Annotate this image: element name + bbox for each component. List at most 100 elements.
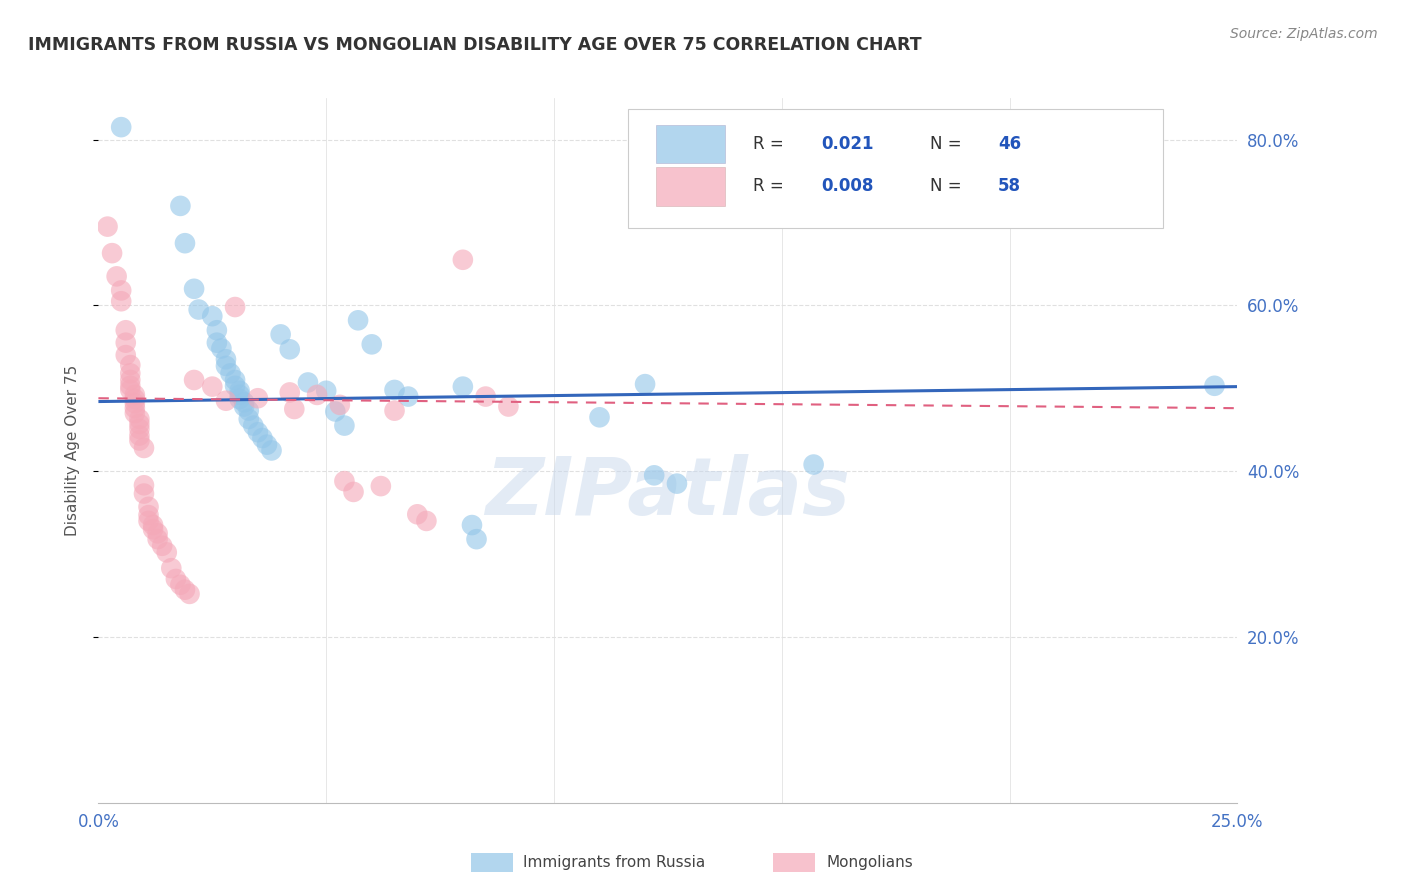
Text: 58: 58 bbox=[998, 178, 1021, 195]
Point bbox=[120, 383, 142, 397]
Point bbox=[347, 313, 370, 327]
Text: ZIPatlas: ZIPatlas bbox=[485, 454, 851, 532]
Point bbox=[215, 393, 238, 408]
Point bbox=[124, 406, 146, 420]
Point bbox=[105, 269, 128, 284]
Point bbox=[101, 246, 124, 260]
Point bbox=[114, 348, 136, 362]
Point bbox=[146, 526, 169, 541]
Point bbox=[110, 284, 132, 298]
Point bbox=[110, 294, 132, 309]
Point bbox=[142, 522, 165, 536]
Point bbox=[169, 578, 191, 592]
Point bbox=[128, 417, 150, 431]
Point bbox=[120, 379, 142, 393]
Point bbox=[128, 434, 150, 448]
Point bbox=[246, 425, 269, 440]
Point bbox=[114, 323, 136, 337]
Point bbox=[406, 508, 429, 522]
Point bbox=[110, 120, 132, 135]
Text: R =: R = bbox=[754, 178, 789, 195]
Point bbox=[224, 373, 246, 387]
Point bbox=[370, 479, 392, 493]
Point bbox=[224, 300, 246, 314]
Point bbox=[209, 342, 232, 356]
Point bbox=[205, 335, 228, 350]
Point bbox=[270, 327, 292, 342]
Point bbox=[803, 458, 825, 472]
Point bbox=[307, 388, 329, 402]
Y-axis label: Disability Age Over 75: Disability Age Over 75 bbox=[65, 365, 80, 536]
Point bbox=[323, 404, 346, 418]
Point bbox=[128, 422, 150, 436]
Point bbox=[132, 486, 155, 500]
Point bbox=[451, 379, 474, 393]
Text: 46: 46 bbox=[998, 135, 1021, 153]
Point bbox=[465, 532, 488, 546]
Point bbox=[183, 282, 205, 296]
Text: N =: N = bbox=[929, 135, 967, 153]
Point bbox=[246, 391, 269, 405]
Point bbox=[384, 403, 406, 417]
Point bbox=[233, 395, 256, 409]
Point bbox=[451, 252, 474, 267]
Point bbox=[219, 367, 242, 381]
Point bbox=[124, 388, 146, 402]
Point bbox=[146, 532, 169, 546]
Point bbox=[96, 219, 118, 234]
Point bbox=[132, 478, 155, 492]
Point bbox=[124, 396, 146, 410]
Point bbox=[156, 545, 179, 559]
Point bbox=[142, 518, 165, 533]
Point bbox=[138, 514, 160, 528]
Point bbox=[297, 376, 319, 390]
Point bbox=[187, 302, 209, 317]
Point bbox=[128, 428, 150, 442]
Text: Immigrants from Russia: Immigrants from Russia bbox=[523, 855, 706, 870]
Point bbox=[169, 199, 191, 213]
Text: 0.021: 0.021 bbox=[821, 135, 875, 153]
Point bbox=[165, 572, 187, 586]
Point bbox=[665, 476, 688, 491]
Point bbox=[228, 388, 250, 402]
Point bbox=[315, 384, 337, 398]
Text: N =: N = bbox=[929, 178, 967, 195]
Point bbox=[498, 400, 520, 414]
Bar bbox=[657, 167, 725, 205]
Point bbox=[278, 343, 301, 357]
Point bbox=[224, 379, 246, 393]
Point bbox=[360, 337, 382, 351]
Point bbox=[252, 431, 274, 445]
Point bbox=[120, 367, 142, 381]
Point bbox=[120, 373, 142, 387]
Point bbox=[278, 385, 301, 400]
Point bbox=[138, 500, 160, 514]
Point bbox=[283, 402, 305, 417]
Point bbox=[256, 437, 278, 451]
Point bbox=[132, 441, 155, 455]
Point bbox=[183, 373, 205, 387]
Point bbox=[215, 359, 238, 373]
Point bbox=[228, 392, 250, 406]
Point bbox=[342, 484, 364, 499]
Point bbox=[205, 323, 228, 337]
Point bbox=[201, 379, 224, 393]
Point bbox=[588, 410, 610, 425]
Bar bbox=[657, 125, 725, 163]
Point bbox=[333, 474, 356, 488]
Point bbox=[150, 539, 173, 553]
Point bbox=[634, 377, 657, 392]
Point bbox=[233, 400, 256, 414]
Point bbox=[260, 443, 283, 458]
Text: Mongolians: Mongolians bbox=[827, 855, 914, 870]
Point bbox=[160, 561, 183, 575]
Point bbox=[384, 383, 406, 397]
FancyBboxPatch shape bbox=[628, 109, 1163, 228]
Text: IMMIGRANTS FROM RUSSIA VS MONGOLIAN DISABILITY AGE OVER 75 CORRELATION CHART: IMMIGRANTS FROM RUSSIA VS MONGOLIAN DISA… bbox=[28, 36, 922, 54]
Point bbox=[124, 392, 146, 406]
Point bbox=[396, 390, 419, 404]
Point bbox=[329, 398, 352, 412]
Text: R =: R = bbox=[754, 135, 789, 153]
Point bbox=[215, 352, 238, 367]
Point bbox=[138, 508, 160, 522]
